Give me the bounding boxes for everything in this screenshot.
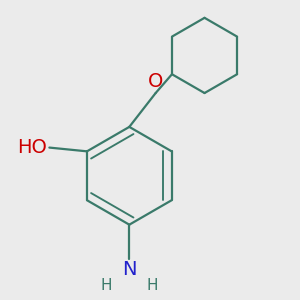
Text: H: H [101,278,112,293]
Text: HO: HO [18,138,47,157]
Text: H: H [146,278,158,293]
Text: O: O [148,72,163,91]
Text: N: N [122,260,136,279]
